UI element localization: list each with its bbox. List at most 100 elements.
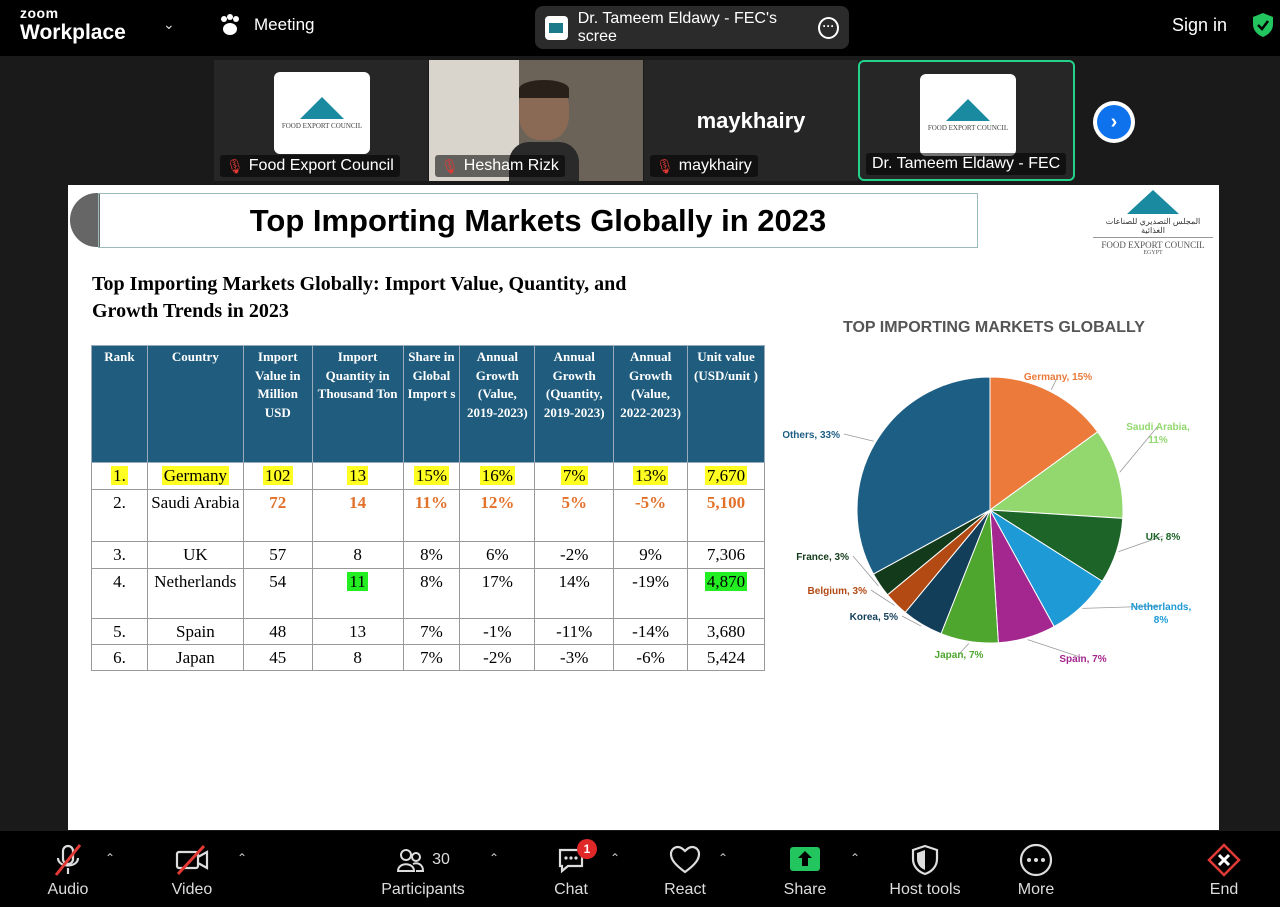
react-button[interactable]: React (655, 843, 715, 899)
participants-label: Participants (381, 881, 465, 898)
import-table: Rank Country Import Value in Million USD… (91, 345, 765, 671)
table-cell: 3,680 (687, 618, 765, 645)
react-label: React (664, 881, 706, 898)
share-button[interactable]: Share (775, 843, 835, 899)
pie-label: Saudi Arabia, 11% (1126, 422, 1190, 446)
table-cell: 11% (402, 489, 461, 542)
table-cell: 15% (402, 462, 461, 490)
table-cell: -5% (613, 489, 689, 542)
pie-leader-line (1027, 639, 1084, 659)
table-cell: 16% (459, 462, 536, 490)
more-button[interactable]: More (1006, 843, 1066, 899)
table-cell: -6% (613, 644, 689, 671)
mic-muted-icon: 🎙 (441, 157, 459, 174)
table-cell: 6% (459, 541, 536, 569)
meeting-info-button[interactable]: Meeting (218, 14, 314, 36)
cell-text: 4,870 (704, 572, 748, 591)
table-cell: 14 (311, 489, 404, 542)
security-shield-icon[interactable] (1252, 12, 1274, 38)
pie-label: Japan, 7% (935, 650, 984, 661)
col-header: Share in Global Import s (402, 345, 461, 463)
participants-count: 30 (432, 851, 450, 868)
table-cell: 57 (242, 541, 313, 569)
host-tools-button[interactable]: Host tools (880, 843, 970, 899)
brand-big: Workplace (20, 21, 126, 44)
video-options-caret[interactable]: ⌃ (237, 851, 248, 865)
table-cell: Spain (146, 618, 244, 645)
table-row: 4. Netherlands 54 11 8% 17% 14% -19% 4,8… (91, 568, 765, 619)
participants-button[interactable]: 30 Participants (378, 843, 468, 899)
participant-name-tag: 🎙 Hesham Rizk (435, 155, 565, 177)
participant-tile-active[interactable]: FOOD EXPORT COUNCIL Dr. Tameem Eldawy - … (858, 60, 1075, 181)
screen-share-indicator[interactable]: Dr. Tameem Eldawy - FEC's scree ··· (535, 6, 849, 49)
audio-options-caret[interactable]: ⌃ (105, 851, 116, 865)
share-label: Dr. Tameem Eldawy - FEC's scree (577, 9, 777, 45)
participant-tile[interactable]: maykhairy 🎙 maykhairy (644, 60, 858, 181)
table-cell: 7,670 (687, 462, 765, 490)
table-cell: 5,100 (687, 489, 765, 542)
audio-label: Audio (47, 881, 89, 898)
share-label: Share (783, 881, 827, 898)
table-cell: 5% (534, 489, 615, 542)
pie-slice-germany (989, 376, 1099, 511)
sign-in-link[interactable]: Sign in (1172, 15, 1228, 35)
table-row: 3. UK 57 8 8% 6% -2% 9% 7,306 (91, 541, 765, 569)
cell-text: 13 (347, 466, 369, 485)
participant-name-tag: Dr. Tameem Eldawy - FEC (866, 153, 1067, 175)
next-page-button[interactable]: › (1093, 101, 1135, 143)
table-cell: 6. (91, 644, 148, 671)
cell-text: Germany (161, 466, 229, 485)
table-cell: 8% (402, 568, 461, 619)
participant-name: Hesham Rizk (463, 157, 559, 174)
pie-chart: TOP IMPORTING MARKETS GLOBALLY Germany, … (783, 315, 1213, 665)
more-options-icon[interactable]: ··· (817, 16, 839, 39)
chat-button[interactable]: 1 Chat (541, 839, 601, 899)
table-cell: Japan (146, 644, 244, 671)
table-cell: 13% (613, 462, 689, 490)
table-cell: 12% (459, 489, 536, 542)
cell-text: 7% (560, 466, 588, 485)
chat-options-caret[interactable]: ⌃ (610, 851, 621, 865)
pie-label: France, 3% (796, 552, 849, 563)
participant-tile[interactable]: FOOD EXPORT COUNCIL 🎙 Food Export Council (214, 60, 428, 181)
table-cell: 13 (311, 462, 404, 490)
col-header: Import Value in Million USD (242, 345, 313, 463)
shared-slide: Top Importing Markets Globally in 2023 ا… (68, 185, 1219, 830)
participants-options-caret[interactable]: ⌃ (489, 851, 500, 865)
table-row: 1. Germany 102 13 15% 16% 7% 13% 7,670 (91, 462, 765, 490)
cell-text: 16% (479, 466, 515, 485)
chat-label: Chat (554, 881, 588, 898)
chevron-right-icon: › (1097, 105, 1131, 139)
end-button[interactable]: End (1194, 843, 1254, 899)
cell-text: 7,670 (704, 466, 748, 485)
video-button[interactable]: Video (162, 843, 222, 899)
table-cell: Saudi Arabia (146, 489, 244, 542)
mic-muted-icon: 🎙 (656, 157, 674, 174)
table-cell: -2% (534, 541, 615, 569)
table-cell: 8% (402, 541, 461, 569)
table-row: 6. Japan 45 8 7% -2% -3% -6% 5,424 (91, 644, 765, 671)
host-tools-label: Host tools (889, 881, 961, 898)
table-cell: 11 (311, 568, 404, 619)
react-options-caret[interactable]: ⌃ (718, 851, 729, 865)
audio-button[interactable]: Audio (38, 843, 98, 899)
table-cell: 7% (402, 644, 461, 671)
table-cell: 7% (534, 462, 615, 490)
col-header: Rank (91, 345, 148, 463)
table-cell: -1% (459, 618, 536, 645)
pie-leader-line (1118, 535, 1164, 553)
table-cell: 14% (534, 568, 615, 619)
table-cell: Netherlands (146, 568, 244, 619)
table-cell: 48 (242, 618, 313, 645)
participant-big-name: maykhairy (696, 108, 806, 133)
title-tab-decoration (70, 193, 100, 247)
pie-slice-saudi-arabia (988, 431, 1124, 519)
share-options-caret[interactable]: ⌃ (850, 851, 861, 865)
table-cell: 7% (402, 618, 461, 645)
fec-logo-icon: FOOD EXPORT COUNCIL (274, 72, 370, 154)
fec-logo: المجلس التصديري للصناعات الغذائية FOOD E… (1093, 190, 1213, 256)
cell-text: 15% (413, 466, 450, 485)
participant-tile[interactable]: 🎙 Hesham Rizk (429, 60, 643, 181)
cell-text: 11 (347, 572, 368, 591)
chevron-down-icon[interactable]: ⌄ (163, 16, 175, 32)
